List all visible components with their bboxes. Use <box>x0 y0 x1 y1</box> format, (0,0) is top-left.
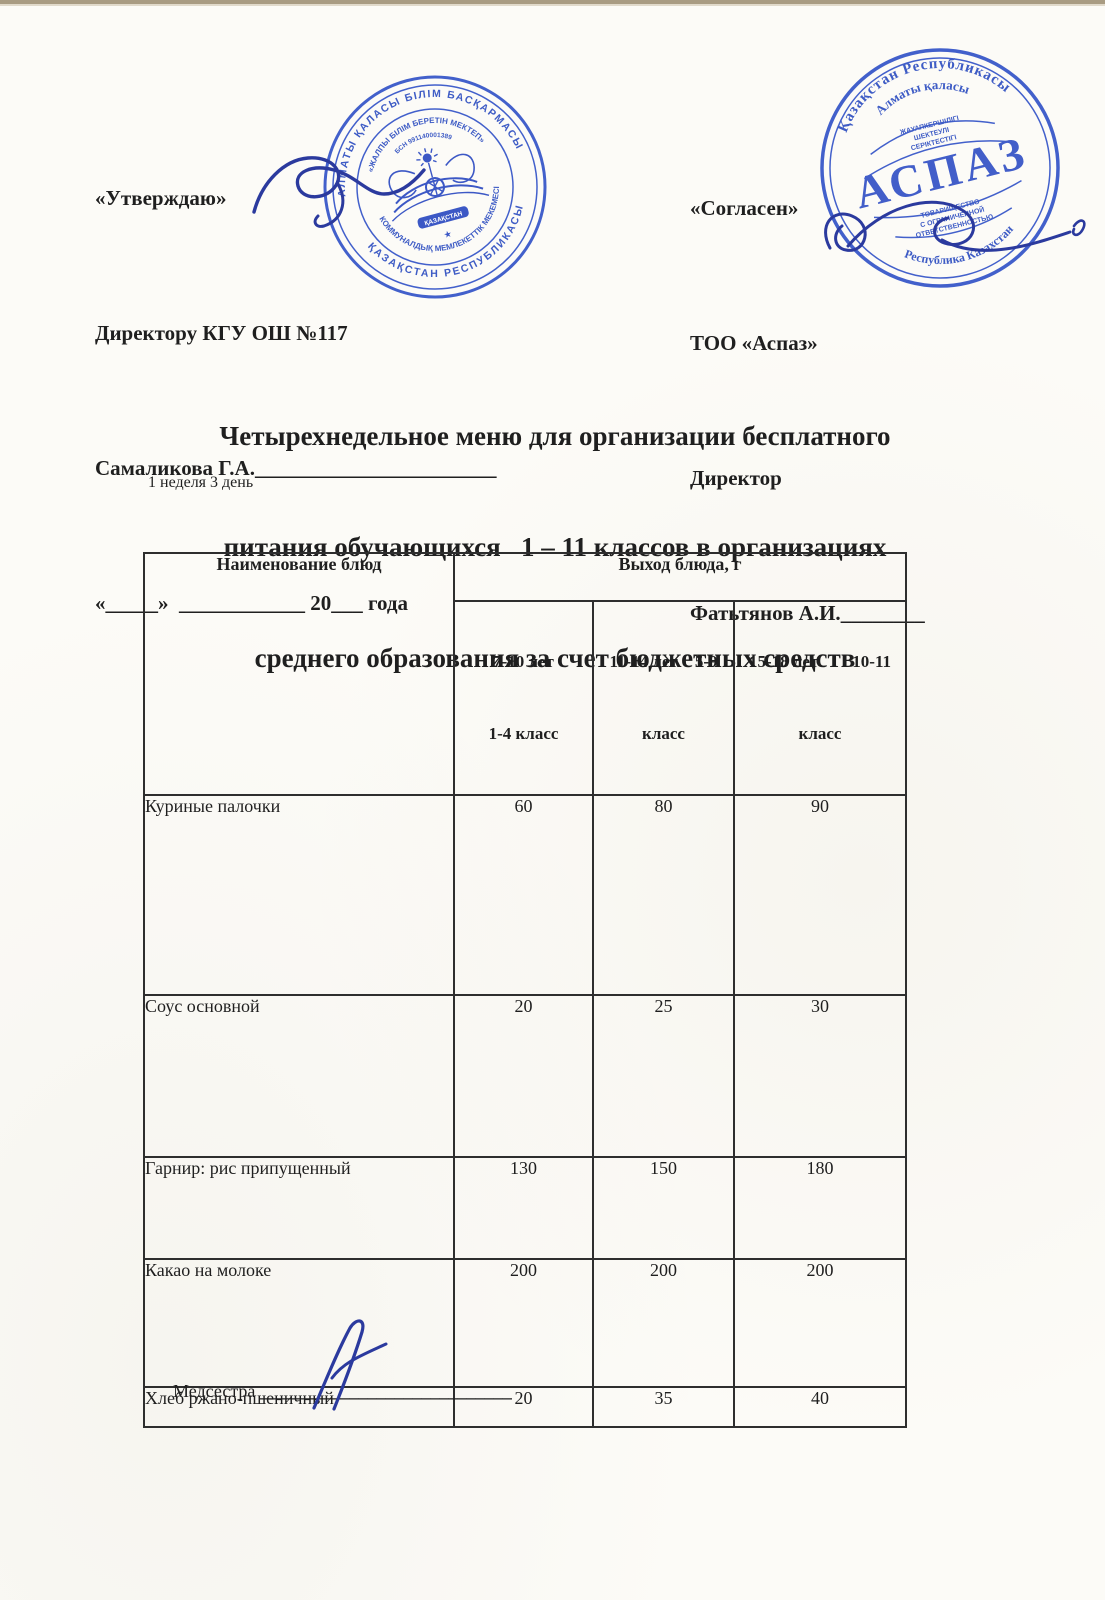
table-row: Какао на молоке 200 200 200 <box>143 1258 907 1388</box>
approve-right-line1: «Согласен» <box>690 196 799 220</box>
approve-right-line3: Директор <box>690 466 782 490</box>
dish-value: 20 <box>453 994 594 1158</box>
scan-edge-artifact <box>0 0 1105 4</box>
table-row: Хлеб ржано-пшеничный 20 35 40 <box>143 1386 907 1428</box>
table-row: Гарнир: рис припущенный 130 150 180 <box>143 1156 907 1260</box>
dish-value: 200 <box>592 1258 735 1388</box>
aspaz-stamp-icon: Қазақстан Республикасы Алматы қаласы ЖАУ… <box>820 37 1060 288</box>
column-header-age-3: 15-18 лет 10-11 класс <box>733 600 907 796</box>
dish-value: 180 <box>733 1156 907 1260</box>
dish-value: 30 <box>733 994 907 1158</box>
dish-value: 150 <box>592 1156 735 1260</box>
school-round-stamp: АЛМАТЫ ҚАЛАСЫ БІЛІМ БАСҚАРМАСЫ ҚАЗАҚСТАН… <box>315 66 555 307</box>
dish-value: 60 <box>453 794 594 996</box>
age-header-line: 15-18 лет 10-11 <box>748 652 892 671</box>
title-line1: Четырехнедельное меню для организации бе… <box>219 421 891 451</box>
aspaz-director-signature-icon <box>824 200 1086 252</box>
emblem-star: ★ <box>442 228 452 240</box>
director-signature-icon <box>252 156 426 228</box>
kazakhstan-emblem-icon: ҚАЗАҚСТАН ★ <box>388 148 490 240</box>
dish-name: Куриные палочки <box>143 794 455 996</box>
age-header-line: класс <box>798 724 842 743</box>
table-row: Куриные палочки 60 80 90 <box>143 794 907 996</box>
column-header-output: Выход блюда, г <box>453 552 907 602</box>
dish-value: 90 <box>733 794 907 996</box>
dish-name: Какао на молоке <box>143 1258 455 1388</box>
dish-value: 20 <box>453 1386 594 1428</box>
dish-value: 200 <box>453 1258 594 1388</box>
dish-value: 35 <box>592 1386 735 1428</box>
column-header-age-1: 7-10 лет 1-4 класс <box>453 600 594 796</box>
dish-value: 80 <box>592 794 735 996</box>
scan-edge-artifact-light <box>0 4 1105 6</box>
coat-of-arms-stamp-icon: АЛМАТЫ ҚАЛАСЫ БІЛІМ БАСҚАРМАСЫ ҚАЗАҚСТАН… <box>315 66 547 299</box>
dish-name: Гарнир: рис припущенный <box>143 1156 455 1260</box>
dish-value: 130 <box>453 1156 594 1260</box>
dish-name: Хлеб ржано-пшеничный <box>143 1386 455 1428</box>
age-header-line: класс <box>642 724 685 743</box>
approve-left-line3: Самаликова Г.А._______________________ <box>95 446 496 491</box>
approve-left-line1: «Утверждаю» <box>95 186 227 210</box>
age-header-line: 11-14 лет 5-9 <box>609 652 718 671</box>
approve-right-line2: ТОО «Аспаз» <box>690 331 818 355</box>
table-row: Соус основной 20 25 30 <box>143 994 907 1158</box>
signature-blank-line: _______________________ <box>254 456 497 480</box>
column-header-dish-name: Наименование блюд <box>143 552 455 796</box>
dish-value: 200 <box>733 1258 907 1388</box>
dish-value: 40 <box>733 1386 907 1428</box>
column-header-age-2: 11-14 лет 5-9 класс <box>592 600 735 796</box>
week-day-label: 1 неделя 3 день <box>148 474 254 491</box>
aspaz-round-stamp: Қазақстан Республикасы Алматы қаласы ЖАУ… <box>810 37 1070 298</box>
nurse-signature-icon <box>312 1319 388 1411</box>
menu-table: Наименование блюд Выход блюда, г 7-10 ле… <box>143 552 907 1428</box>
director-name: Самаликова Г.А. <box>95 456 255 480</box>
dish-name: Соус основной <box>143 994 455 1158</box>
approve-left-line2: Директору КГУ ОШ №117 <box>95 321 348 345</box>
dish-value: 25 <box>592 994 735 1158</box>
nurse-label: Медсестра <box>173 1381 260 1401</box>
age-header-line: 7-10 лет <box>493 652 554 671</box>
age-header-line: 1-4 класс <box>488 724 559 743</box>
